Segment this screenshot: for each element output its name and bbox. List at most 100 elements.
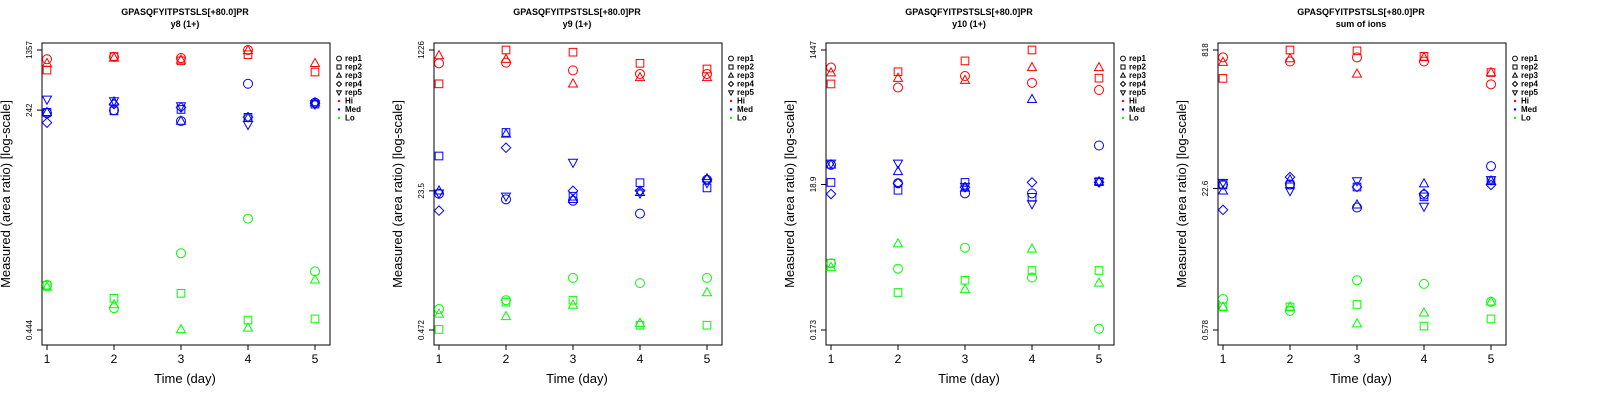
data-point-med-rep3-day4 xyxy=(1026,93,1038,103)
data-point-med-rep2-day1 xyxy=(1218,180,1228,190)
data-point-med-rep5-day1 xyxy=(433,189,445,200)
data-point-hi-rep1-day1 xyxy=(434,58,444,69)
data-point-hi-rep2-day1 xyxy=(1218,74,1228,83)
data-point-med-rep3-day2 xyxy=(500,127,512,138)
data-point-med-rep2-day1 xyxy=(434,151,444,161)
legend-label-hi: Hi xyxy=(737,97,745,106)
chart-title: GPASQFYITPSTSLS[+80.0]PR xyxy=(1297,7,1425,17)
data-point-med-rep2-day2 xyxy=(109,106,119,116)
x-tick-label: 2 xyxy=(503,352,510,366)
data-point-hi-rep3-day5 xyxy=(309,57,321,67)
data-point-med-rep3-day3 xyxy=(1351,198,1363,209)
data-point-hi-rep2-day1 xyxy=(826,79,836,89)
legend-symbol-med xyxy=(1121,108,1125,111)
legend-label-lo: Lo xyxy=(737,114,747,123)
data-point-hi-rep2-day4 xyxy=(243,50,253,60)
y-tick-label: 242 xyxy=(25,103,34,117)
data-point-med-rep5-day1 xyxy=(825,159,837,170)
data-point-lo-rep3-day1 xyxy=(825,261,837,271)
data-point-hi-rep1-day4 xyxy=(1419,56,1429,67)
data-point-hi-rep2-day4 xyxy=(1027,45,1037,55)
x-tick-label: 4 xyxy=(637,352,644,366)
legend-label-rep1: rep1 xyxy=(345,54,362,63)
x-tick-label: 4 xyxy=(245,352,252,366)
data-point-lo-rep1-day4 xyxy=(1419,278,1429,289)
legend-symbol-rep4 xyxy=(1119,80,1127,88)
data-point-hi-rep2-day5 xyxy=(1486,68,1496,77)
data-point-lo-rep1-day5 xyxy=(702,272,712,283)
legend-symbol-rep2 xyxy=(336,64,342,70)
x-tick-label: 3 xyxy=(178,352,185,366)
data-point-med-rep5-day5 xyxy=(701,179,713,189)
legend-label-rep4: rep4 xyxy=(1129,80,1146,89)
legend-symbol-rep3 xyxy=(1119,71,1127,78)
legend-label-hi: Hi xyxy=(1129,97,1137,106)
data-point-lo-rep3-day5 xyxy=(1093,276,1105,287)
data-point-hi-rep3-day1 xyxy=(41,57,53,67)
legend-label-lo: Lo xyxy=(1521,114,1531,123)
legend-symbol-med xyxy=(729,108,733,111)
data-point-lo-rep3-day4 xyxy=(634,317,646,327)
data-point-hi-rep2-day3 xyxy=(176,56,186,66)
legend-label-rep4: rep4 xyxy=(737,80,754,89)
chart-title: GPASQFYITPSTSLS[+80.0]PR xyxy=(513,7,641,17)
y-tick-label: 1226 xyxy=(417,41,426,59)
data-point-med-rep5-day3 xyxy=(175,102,187,112)
plot-frame xyxy=(41,42,331,346)
data-point-lo-rep2-day5 xyxy=(1094,266,1104,275)
data-point-hi-rep1-day3 xyxy=(176,52,186,63)
data-point-med-rep5-day2 xyxy=(892,159,904,170)
data-point-lo-rep2-day4 xyxy=(1419,321,1429,331)
data-point-lo-rep2-day1 xyxy=(826,258,836,268)
data-point-hi-rep3-day4 xyxy=(1026,61,1038,72)
data-point-hi-rep2-day1 xyxy=(434,79,444,89)
data-point-lo-rep2-day1 xyxy=(1218,302,1228,312)
x-tick-label: 4 xyxy=(1029,352,1036,366)
x-tick-label: 2 xyxy=(895,352,902,366)
data-point-med-rep1-day4 xyxy=(1419,189,1429,200)
legend-symbol-rep2 xyxy=(1120,64,1126,70)
data-point-hi-rep3-day5 xyxy=(701,71,713,82)
y-tick-label: 0.444 xyxy=(25,319,34,340)
data-point-hi-rep2-day3 xyxy=(960,56,970,66)
legend-label-med: Med xyxy=(737,105,753,114)
data-point-hi-rep2-day4 xyxy=(635,59,645,68)
data-point-med-rep2-day3 xyxy=(960,178,970,187)
data-point-lo-rep3-day2 xyxy=(892,237,904,248)
chart-subtitle: y8 (1+) xyxy=(171,19,200,29)
data-point-med-rep2-day2 xyxy=(893,185,903,195)
data-point-med-rep2-day1 xyxy=(42,108,52,117)
data-point-med-rep3-day5 xyxy=(1093,175,1105,186)
x-axis-label: Time (day) xyxy=(938,371,1000,386)
data-point-lo-rep2-day3 xyxy=(960,275,970,285)
data-point-lo-rep1-day4 xyxy=(243,213,253,224)
data-point-med-rep4-day2 xyxy=(500,142,512,154)
data-point-med-rep1-day4 xyxy=(243,78,253,89)
y-axis-label: Measured (area ratio) [log-scale] xyxy=(782,100,797,288)
data-point-med-rep1-day2 xyxy=(501,194,511,205)
legend-label-rep5: rep5 xyxy=(737,88,754,97)
chart-panel-3: GPASQFYITPSTSLS[+80.0]PR y10 (1+) 1 2 3 4 5 Tim… xyxy=(782,7,1146,386)
y-tick-label: 0.578 xyxy=(1201,319,1210,340)
data-point-hi-rep3-day3 xyxy=(175,54,187,64)
data-point-med-rep2-day3 xyxy=(568,191,578,201)
legend-symbol-rep3 xyxy=(727,71,735,78)
data-point-med-rep5-day4 xyxy=(634,189,646,200)
legend-symbol-rep1 xyxy=(336,55,342,62)
data-point-med-rep1-day4 xyxy=(635,208,645,219)
data-point-hi-rep2-day2 xyxy=(501,45,511,55)
data-point-med-rep4-day4 xyxy=(1418,188,1430,200)
legend-label-hi: Hi xyxy=(1521,97,1529,106)
data-point-med-rep4-day3 xyxy=(567,185,579,197)
data-point-lo-rep1-day3 xyxy=(176,248,186,259)
chart-title: GPASQFYITPSTSLS[+80.0]PR xyxy=(121,7,249,17)
plot-frame xyxy=(825,42,1115,346)
data-point-med-rep5-day2 xyxy=(500,192,512,203)
legend-label-rep1: rep1 xyxy=(737,54,754,63)
data-point-lo-rep1-day2 xyxy=(501,295,511,306)
data-point-lo-rep1-day1 xyxy=(434,304,444,315)
data-point-lo-rep1-day2 xyxy=(1285,305,1295,316)
data-point-lo-rep1-day1 xyxy=(826,258,836,269)
data-point-lo-rep3-day3 xyxy=(1351,317,1363,328)
